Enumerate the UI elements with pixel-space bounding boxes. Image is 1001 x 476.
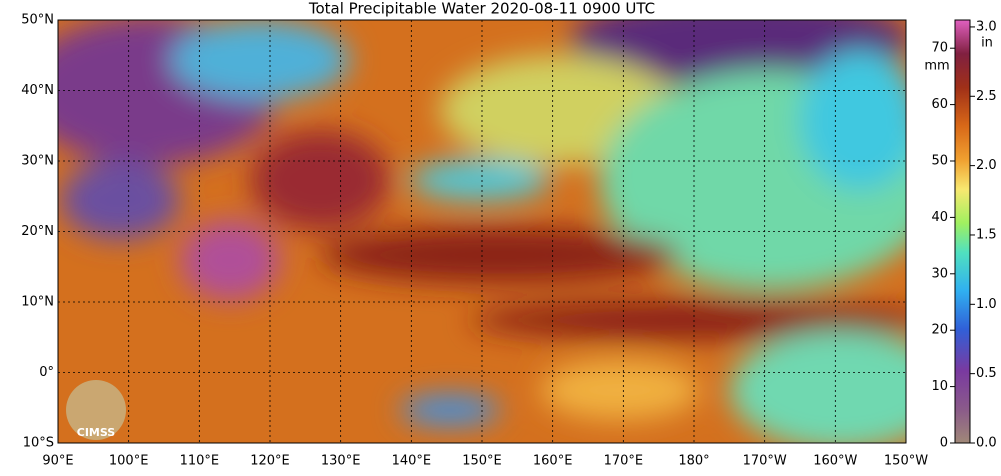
mm-tick-label: 20 [931,323,948,338]
colorbar [954,19,971,444]
lon-label: 170°W [743,454,787,469]
lon-label: 150°E [462,454,502,469]
in-tick-label: 2.0 [976,158,997,173]
map-frame [57,19,907,444]
mm-unit: mm [924,59,949,74]
lat-label: 40°N [21,83,54,98]
in-tick-label: 1.5 [976,227,997,242]
lat-label: 30°N [21,154,54,169]
mm-tick-label: 0 [940,436,948,451]
mm-tick-label: 30 [931,266,948,281]
logo: CIMSS [66,380,126,440]
mm-tick-label: 70 [931,41,948,56]
lat-label: 10°S [23,436,54,451]
mm-tick-label: 60 [931,97,948,112]
in-tick-label: 2.5 [976,89,997,104]
lon-label: 110°E [180,454,220,469]
in-tick-label: 3.0 [976,19,997,34]
logo-globe [66,380,126,440]
lat-label: 10°N [21,295,54,310]
lon-label: 180° [678,454,709,469]
lon-label: 160°E [533,454,573,469]
mm-tick-label: 50 [931,154,948,169]
title: Total Precipitable Water 2020-08-11 0900… [308,0,655,18]
tpw-field [58,20,906,443]
mm-tick-label: 40 [931,210,948,225]
lon-label: 170°E [604,454,644,469]
in-tick-label: 0.0 [976,436,997,451]
in-tick-label: 0.5 [976,366,997,381]
lon-label: 140°E [392,454,432,469]
lat-label: 50°N [21,13,54,28]
lon-label: 130°E [321,454,361,469]
lat-label: 20°N [21,224,54,239]
in-unit: in [981,35,993,50]
logo-text: CIMSS [77,426,116,439]
lon-label: 160°W [813,454,857,469]
lon-label: 90°E [42,454,73,469]
lon-label: 100°E [109,454,149,469]
lat-label: 0° [39,365,54,380]
graticule [58,20,906,443]
lon-label: 120°E [250,454,290,469]
in-tick-label: 1.0 [976,297,997,312]
mm-tick-label: 10 [931,379,948,394]
lon-label: 150°W [884,454,928,469]
